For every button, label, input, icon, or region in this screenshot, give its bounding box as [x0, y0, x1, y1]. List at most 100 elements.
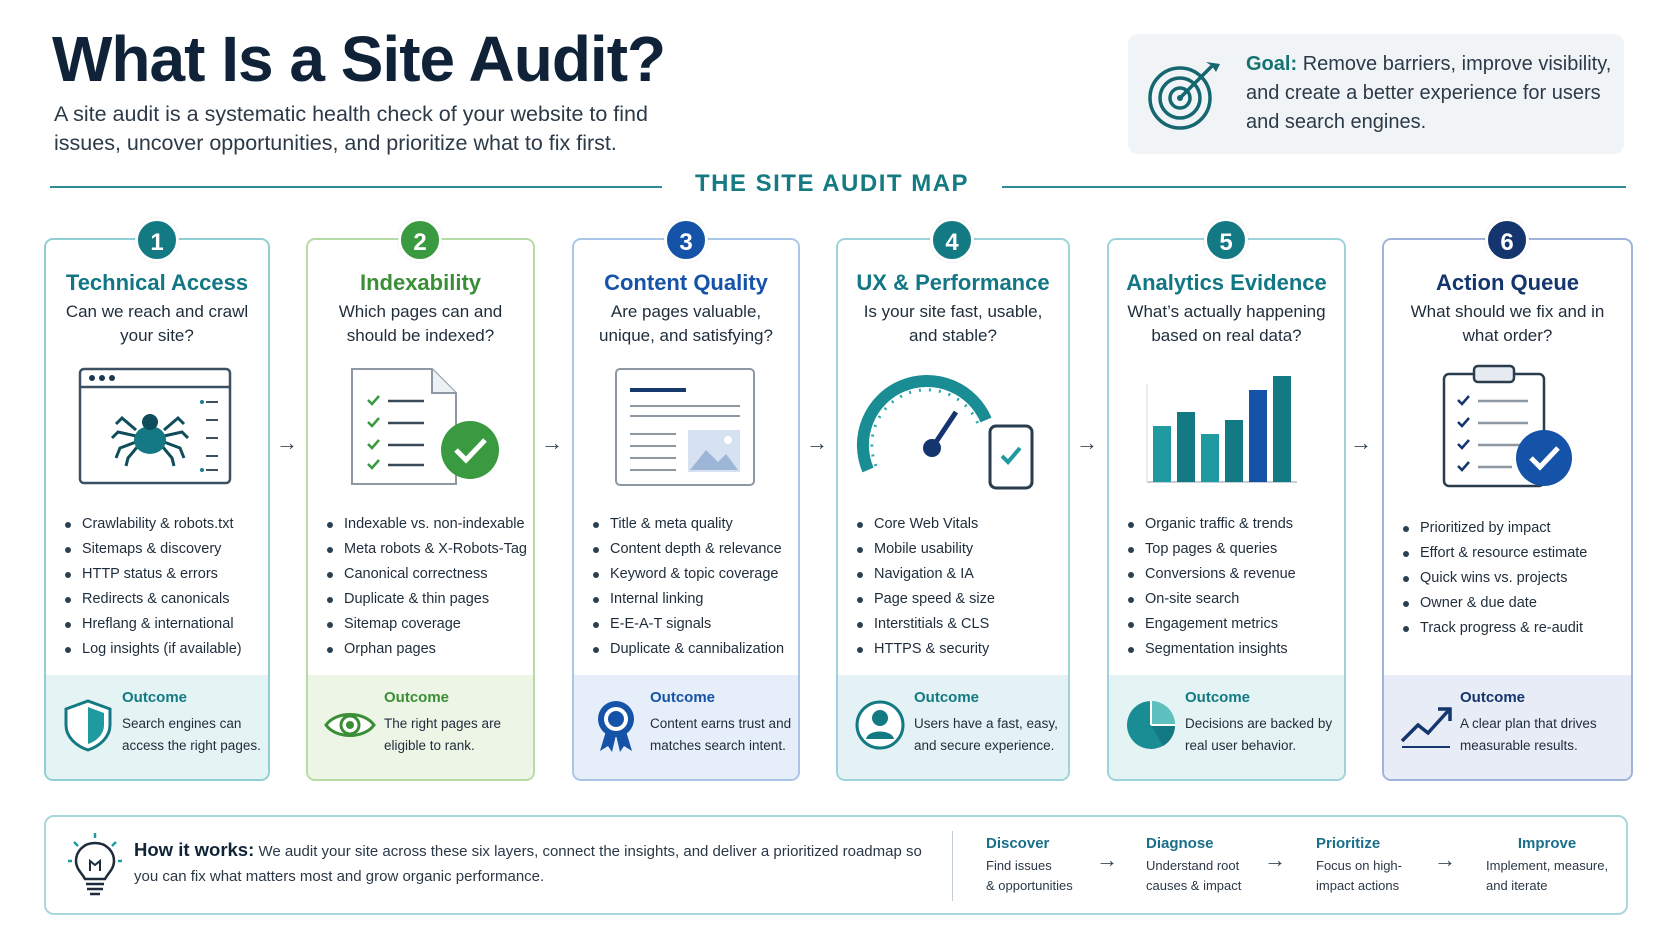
- step-badge-2: 2: [398, 218, 442, 262]
- goal-callout: Goal: Remove barriers, improve visibilit…: [1128, 34, 1624, 154]
- list-item: Quick wins vs. projects: [1402, 566, 1623, 591]
- arrow-right-icon: →: [541, 430, 563, 455]
- outcome-label: Outcome: [650, 689, 716, 706]
- step-text-line: causes & impact: [1146, 878, 1242, 893]
- outcome-panel: Outcome Search engines can access the ri…: [46, 675, 268, 779]
- process-step-diagnose: Diagnose Understand root causes & impact: [1146, 835, 1241, 896]
- list-item: On-site search: [1127, 587, 1336, 612]
- outcome-text: Search engines can access the right page…: [122, 716, 261, 753]
- how-it-works-label: How it works:: [134, 839, 255, 860]
- outcome-panel: Outcome Decisions are backed by real use…: [1109, 675, 1344, 779]
- arrow-right-icon: →: [1350, 430, 1372, 455]
- step-text-line: and iterate: [1486, 878, 1548, 893]
- map-title-rule-right: [1002, 186, 1626, 188]
- outcome-label: Outcome: [1460, 689, 1526, 706]
- list-item: Navigation & IA: [856, 562, 1060, 587]
- card-title: Action Queue: [1435, 270, 1579, 295]
- checklist-document-icon: [351, 368, 499, 485]
- list-item: Prioritized by impact: [1402, 516, 1623, 541]
- bar-chart-icon: [1146, 376, 1297, 483]
- list-item: Core Web Vitals: [856, 512, 1060, 537]
- list-item: Segmentation insights: [1127, 637, 1336, 662]
- page-title: What Is a Site Audit?: [52, 23, 666, 95]
- step-text-line: & opportunities: [986, 878, 1073, 893]
- outcome-text: A clear plan that drives measurable resu…: [1460, 716, 1597, 753]
- process-step-improve: Improve Implement, measure, and iterate: [1486, 835, 1608, 896]
- list-item: Indexable vs. non-indexable: [326, 512, 525, 537]
- card-list: Crawlability & robots.txt Sitemaps & dis…: [64, 512, 260, 662]
- user-icon: [855, 700, 905, 750]
- outcome-text: Users have a fast, easy, and secure expe…: [914, 716, 1058, 753]
- card-question: What’s actually happening based on real …: [1127, 302, 1326, 345]
- pie-chart-icon: [1127, 701, 1176, 749]
- list-item: Title & meta quality: [592, 512, 790, 537]
- outcome-text: Decisions are backed by real user behavi…: [1185, 716, 1333, 753]
- outcome-label: Outcome: [122, 689, 188, 706]
- arrow-right-icon: →: [1434, 847, 1456, 872]
- step-text: Implement, measure, and iterate: [1486, 856, 1608, 896]
- list-item: Crawlability & robots.txt: [64, 512, 260, 537]
- card-question: Are pages valuable, unique, and satisfyi…: [599, 302, 773, 345]
- step-title: Discover: [986, 835, 1050, 852]
- list-item: Top pages & queries: [1127, 537, 1336, 562]
- card-analytics-evidence: Analytics Evidence What’s actually happe…: [1107, 238, 1346, 781]
- card-list: Organic traffic & trends Top pages & que…: [1127, 512, 1336, 662]
- step-text: Understand root causes & impact: [1146, 856, 1241, 896]
- page-subtitle: A site audit is a systematic health chec…: [54, 102, 648, 155]
- step-text-line: Focus on high-: [1316, 858, 1402, 873]
- step-badge-6: 6: [1485, 218, 1529, 262]
- trend-up-icon: [1400, 707, 1452, 748]
- list-item: Hreflang & international: [64, 612, 260, 637]
- how-it-works-text: How it works: We audit your site across …: [134, 837, 934, 889]
- outcome-text: Content earns trust and matches search i…: [650, 716, 792, 753]
- arrow-right-icon: →: [806, 430, 828, 455]
- list-item: Sitemap coverage: [326, 612, 525, 637]
- list-item: Page speed & size: [856, 587, 1060, 612]
- card-indexability: Indexability Which pages can and should …: [306, 238, 535, 781]
- step-text-line: Find issues: [986, 858, 1052, 873]
- list-item: E-E-A-T signals: [592, 612, 790, 637]
- list-item: Redirects & canonicals: [64, 587, 260, 612]
- list-item: Mobile usability: [856, 537, 1060, 562]
- step-badge-1: 1: [135, 218, 179, 262]
- outcome-label: Outcome: [1185, 689, 1251, 706]
- map-title-rule-left: [50, 186, 662, 188]
- card-question: Can we reach and crawl your site?: [65, 302, 249, 345]
- card-list: Core Web Vitals Mobile usability Navigat…: [856, 512, 1060, 662]
- outcome-panel: Outcome Content earns trust and matches …: [574, 675, 798, 779]
- list-item: HTTP status & errors: [64, 562, 260, 587]
- card-title: Technical Access: [65, 270, 249, 295]
- content-page-icon: [615, 368, 755, 486]
- arrow-right-icon: →: [1264, 847, 1286, 872]
- clipboard-check-icon: [1442, 364, 1572, 488]
- goal-description: Remove barriers, improve visibility, and…: [1246, 53, 1612, 133]
- card-title: Content Quality: [604, 270, 768, 295]
- card-action-queue: Action Queue What should we fix and in w…: [1382, 238, 1633, 781]
- card-title: Analytics Evidence: [1126, 270, 1327, 295]
- shield-icon: [64, 699, 112, 752]
- card-title: UX & Performance: [856, 270, 1050, 295]
- list-item: Organic traffic & trends: [1127, 512, 1336, 537]
- step-text-line: Implement, measure,: [1486, 858, 1609, 873]
- card-technical-access: Technical Access Can we reach and crawl …: [44, 238, 270, 781]
- step-badge-5: 5: [1204, 218, 1248, 262]
- how-it-works-panel: How it works: We audit your site across …: [44, 815, 1628, 915]
- list-item: Interstitials & CLS: [856, 612, 1060, 637]
- step-badge-4: 4: [930, 218, 974, 262]
- step-title: Prioritize: [1316, 835, 1381, 852]
- arrow-right-icon: →: [1096, 847, 1118, 872]
- process-step-discover: Discover Find issues & opportunities: [986, 835, 1073, 896]
- list-item: Sitemaps & discovery: [64, 537, 260, 562]
- outcome-label: Outcome: [384, 689, 450, 706]
- goal-label: Goal:: [1246, 53, 1298, 75]
- speedometer-phone-icon: [856, 374, 1034, 490]
- goal-text: Goal: Remove barriers, improve visibilit…: [1246, 50, 1618, 137]
- process-step-prioritize: Prioritize Focus on high- impact actions: [1316, 835, 1402, 896]
- award-ribbon-icon: [598, 701, 634, 752]
- list-item: Conversions & revenue: [1127, 562, 1336, 587]
- step-title: Diagnose: [1146, 835, 1214, 852]
- card-list: Prioritized by impact Effort & resource …: [1402, 516, 1623, 641]
- list-item: Owner & due date: [1402, 591, 1623, 616]
- step-badge-3: 3: [664, 218, 708, 262]
- outcome-panel: Outcome Users have a fast, easy, and sec…: [838, 675, 1068, 779]
